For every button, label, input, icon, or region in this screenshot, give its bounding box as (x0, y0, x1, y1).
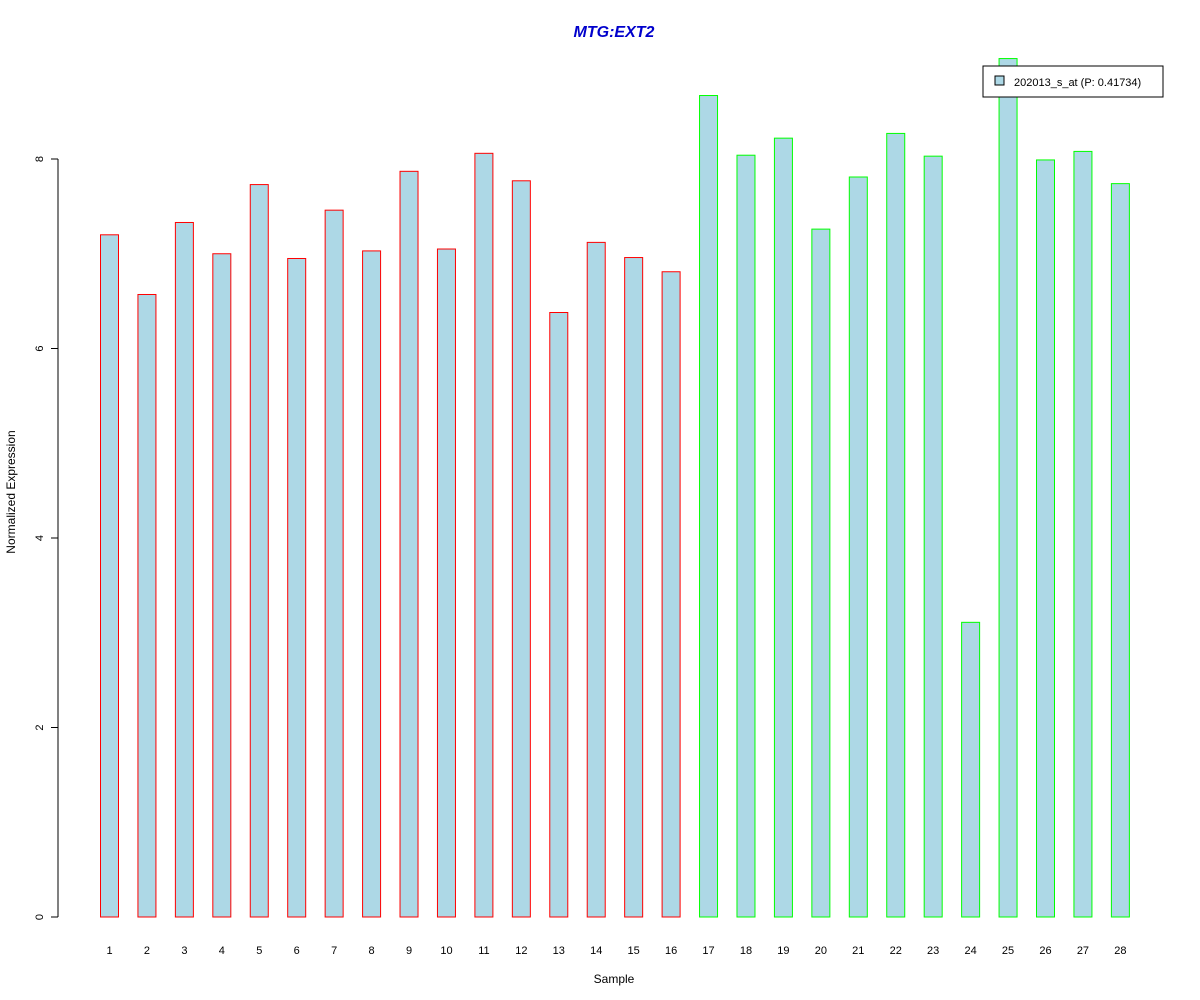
x-tick-labels: 1 2 3 4 5 6 7 8 9 10 11 12 13 14 15 16 17 18 19 20 21 22 23 24 2… (106, 945, 1126, 957)
bar-sample-19 (773, 137, 793, 918)
legend-box (982, 65, 1164, 98)
y-axis-title: Normalized Expression (4, 430, 18, 553)
y-tick-label: 6 (34, 345, 46, 351)
bar-sample-9 (399, 170, 419, 918)
x-tick-label: 27 (1077, 945, 1089, 957)
x-tick-label: 9 (406, 945, 412, 957)
x-tick-label: 19 (777, 945, 789, 957)
bar-sample-25 (998, 58, 1018, 918)
chart-title: MTG:EXT2 (574, 24, 655, 41)
x-tick-label: 25 (1002, 945, 1014, 957)
bar-sample-13 (549, 311, 569, 918)
bar-sample-7 (324, 209, 344, 918)
x-tick-label: 5 (256, 945, 262, 957)
bar-sample-27 (1073, 150, 1093, 918)
bar-sample-28 (1110, 183, 1130, 918)
x-tick-label: 24 (964, 945, 976, 957)
bar-sample-5 (249, 184, 269, 918)
x-tick-label: 10 (440, 945, 452, 957)
x-tick-label: 14 (590, 945, 602, 957)
y-tick-label: 2 (34, 724, 46, 730)
bar-sample-15 (624, 257, 644, 918)
bar-sample-14 (586, 241, 606, 918)
y-tick-label: 4 (34, 535, 46, 541)
x-tick-label: 15 (628, 945, 640, 957)
x-tick-label: 18 (740, 945, 752, 957)
x-tick-label: 26 (1039, 945, 1051, 957)
y-tick-label: 8 (34, 156, 46, 162)
bar-sample-11 (474, 152, 494, 918)
bar-sample-6 (287, 257, 307, 918)
bar-sample-17 (699, 95, 719, 918)
bar-sample-4 (212, 253, 232, 918)
x-tick-label: 12 (515, 945, 527, 957)
bar-sample-23 (923, 155, 943, 918)
bar-sample-3 (174, 221, 194, 918)
x-tick-label: 3 (181, 945, 187, 957)
x-tick-label: 2 (144, 945, 150, 957)
x-tick-label: 17 (702, 945, 714, 957)
x-tick-label: 16 (665, 945, 677, 957)
bar-sample-21 (848, 176, 868, 918)
x-tick-label: 7 (331, 945, 337, 957)
x-tick-label: 6 (294, 945, 300, 957)
legend-label: 202013_s_at (P: 0.41734) (1014, 77, 1141, 89)
x-tick-label: 22 (890, 945, 902, 957)
x-tick-label: 20 (815, 945, 827, 957)
legend-swatch (994, 75, 1005, 86)
bar-sample-10 (436, 248, 456, 918)
x-axis-title: Sample (594, 972, 635, 986)
x-tick-label: 4 (219, 945, 225, 957)
bars-group (100, 58, 1130, 918)
bar-sample-16 (661, 271, 681, 918)
x-tick-label: 11 (478, 945, 489, 957)
bar-sample-2 (137, 293, 157, 918)
bar-sample-24 (961, 621, 981, 918)
bar-sample-12 (511, 180, 531, 918)
bar-sample-1 (100, 234, 119, 918)
x-tick-label: 21 (852, 945, 864, 957)
bar-sample-18 (736, 154, 756, 918)
x-tick-label: 8 (369, 945, 375, 957)
legend: 202013_s_at (P: 0.41734) (982, 65, 1164, 98)
bar-sample-22 (886, 132, 906, 918)
y-tick-label: 0 (34, 914, 46, 920)
bar-sample-26 (1036, 159, 1055, 918)
bar-sample-8 (362, 250, 382, 918)
bar-sample-20 (811, 228, 831, 918)
x-tick-label: 28 (1114, 945, 1126, 957)
y-axis: 0 2 4 6 8 (34, 156, 59, 920)
x-tick-label: 1 (106, 945, 112, 957)
x-tick-label: 13 (553, 945, 565, 957)
x-tick-label: 23 (927, 945, 939, 957)
